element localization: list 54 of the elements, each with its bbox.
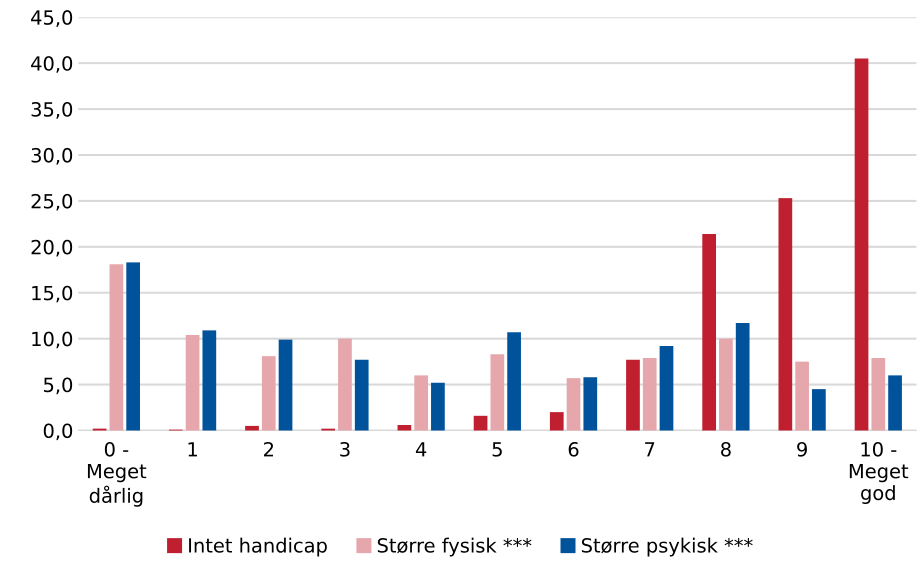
x-tick-label: 0 - Meget dårlig — [88, 442, 146, 507]
y-tick-label: 45,0 — [31, 10, 72, 27]
x-tick-label: 7 — [645, 442, 654, 456]
x-tick-label: 6 — [568, 442, 578, 457]
legend-label: Større psykisk *** — [582, 538, 753, 556]
bar — [338, 338, 352, 430]
x-tick-label: 9 — [797, 442, 807, 457]
y-tick-label: 15,0 — [32, 286, 72, 302]
bar — [583, 377, 598, 430]
bar — [795, 362, 809, 430]
bar — [871, 358, 886, 430]
bar — [660, 346, 674, 430]
bar — [474, 416, 488, 430]
y-tick-label: 30,0 — [32, 148, 72, 165]
bar — [202, 330, 216, 430]
x-tick-label: 3 — [340, 442, 350, 457]
bar — [278, 340, 292, 430]
y-tick-label: 5,0 — [44, 378, 72, 394]
y-tick-label: 10,0 — [32, 332, 72, 348]
y-tick-label: 20,0 — [32, 240, 72, 256]
legend-label: Større fysisk *** — [378, 538, 532, 556]
bar — [354, 360, 369, 430]
bar — [626, 360, 640, 430]
x-tick-label: 2 — [264, 442, 274, 456]
y-tick-label: 35,0 — [32, 102, 72, 119]
bar — [414, 375, 428, 430]
y-tick-label: 40,0 — [31, 56, 72, 73]
bar — [854, 58, 868, 430]
bar — [702, 234, 716, 430]
bar — [566, 378, 580, 430]
bar — [186, 334, 200, 430]
x-tick-label: 5 — [492, 442, 502, 457]
x-tick-label: 8 — [721, 442, 731, 457]
bar — [245, 426, 259, 430]
bar — [398, 424, 412, 430]
y-tick-label: 0,0 — [44, 423, 72, 440]
bar — [736, 323, 750, 430]
y-tick-label: 25,0 — [32, 194, 72, 211]
bar — [888, 375, 902, 430]
x-tick-label: 10 - Meget god — [850, 442, 908, 504]
legend-label: Intet handicap — [189, 538, 327, 556]
bar — [507, 332, 521, 430]
bar — [550, 412, 564, 430]
bar — [812, 389, 826, 430]
x-tick-label: 1 — [188, 442, 197, 456]
bar — [262, 356, 276, 430]
bar — [719, 338, 733, 430]
x-tick-label: 4 — [416, 442, 426, 456]
bar — [642, 358, 657, 430]
bar — [110, 264, 124, 430]
bar — [126, 262, 140, 430]
bar — [431, 382, 445, 430]
bar — [490, 354, 504, 430]
bar — [778, 198, 792, 430]
